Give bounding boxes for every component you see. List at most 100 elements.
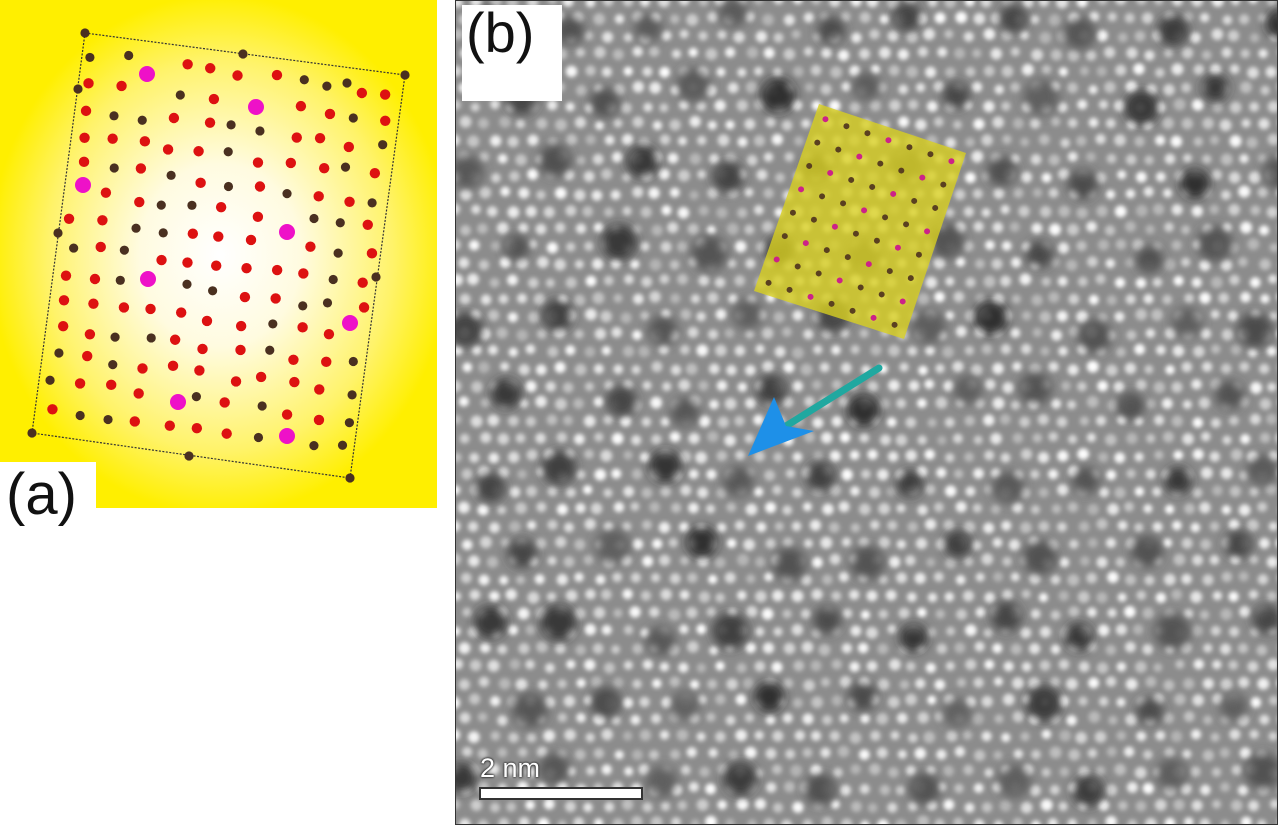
atomic-column [973, 12, 986, 25]
atomic-column [888, 65, 900, 76]
corner-atom [400, 70, 410, 80]
atomic-column [640, 590, 652, 601]
overlay-atom [870, 314, 877, 321]
atomic-column [887, 1, 900, 9]
atomic-column [716, 67, 726, 77]
atomic-column [1276, 86, 1277, 88]
atomic-column [1058, 168, 1070, 180]
atomic-column [1029, 118, 1041, 129]
atomic-column [1125, 189, 1136, 199]
atomic-column [1019, 416, 1031, 428]
atomic-column [677, 273, 688, 285]
atomic-column [698, 591, 711, 603]
atomic-column [1050, 257, 1061, 267]
overlay-atom [844, 254, 851, 261]
atomic-column [1212, 659, 1222, 670]
atomic-column [583, 554, 594, 565]
atomic-column [508, 347, 518, 357]
atomic-column [696, 798, 709, 811]
atomic-column [509, 486, 521, 498]
atomic-column [689, 680, 700, 690]
atomic-column [584, 518, 596, 530]
atomic-column [1010, 400, 1021, 410]
overlay-atom [835, 146, 842, 153]
atomic-column [593, 748, 605, 759]
atomic-column [973, 118, 985, 130]
atomic-column [642, 66, 653, 77]
atomic-column [963, 556, 974, 567]
dark-cluster [1224, 530, 1253, 559]
atomic-column [1086, 395, 1099, 408]
overlay-atom [873, 237, 880, 244]
atomic-column [857, 642, 869, 654]
dark-cluster [1154, 613, 1191, 650]
dark-cluster [1116, 392, 1145, 420]
atomic-column [1248, 171, 1261, 184]
atomic-column [1219, 119, 1232, 132]
atomic-column [791, 99, 803, 111]
atomic-column [753, 135, 766, 147]
red-atom [379, 89, 391, 100]
atomic-column [974, 398, 985, 409]
atomic-column [728, 750, 739, 760]
atomic-column [870, 64, 881, 75]
atomic-column [793, 66, 804, 77]
atomic-column [763, 188, 774, 199]
atomic-column [497, 153, 508, 164]
atomic-column [1180, 783, 1192, 795]
atomic-column [1182, 11, 1194, 23]
atomic-column [1125, 713, 1138, 726]
atomic-column [1000, 343, 1012, 355]
atomic-column [1001, 520, 1012, 531]
red-atom [95, 241, 106, 253]
atomic-column [680, 484, 692, 496]
atomic-column [669, 749, 681, 760]
atomic-column [1238, 571, 1249, 582]
atomic-column [972, 503, 982, 513]
atomic-column [1117, 170, 1127, 180]
overlay-atom [848, 176, 855, 183]
atomic-column [469, 589, 481, 601]
atomic-column [1221, 505, 1231, 515]
atomic-column [590, 502, 603, 515]
red-atom [204, 117, 216, 128]
atomic-column [488, 345, 498, 356]
dark-cluster [806, 461, 836, 491]
atomic-column [479, 186, 492, 199]
atomic-column [1132, 239, 1145, 251]
atomic-column [895, 785, 906, 796]
atomic-column [860, 610, 871, 620]
atomic-column [623, 450, 633, 460]
dark-cluster [1072, 775, 1104, 807]
atomic-column [1181, 537, 1193, 549]
atomic-column [543, 798, 555, 810]
atomic-column [744, 187, 754, 197]
atomic-column [640, 206, 652, 218]
atomic-column [1192, 487, 1203, 498]
atomic-column [698, 205, 709, 216]
atomic-column [1230, 448, 1243, 461]
dark-atom [282, 188, 292, 199]
atomic-column [981, 207, 991, 218]
atomic-column [1028, 677, 1041, 690]
atomic-column [1182, 433, 1194, 445]
atomic-column [829, 1, 841, 8]
atomic-column [1021, 661, 1032, 672]
atomic-column [671, 817, 682, 824]
atomic-column [727, 258, 737, 269]
dark-cluster [899, 623, 928, 652]
atomic-column [1247, 347, 1258, 358]
atomic-column [944, 417, 955, 428]
atomic-column [802, 819, 813, 824]
atomic-column [678, 136, 688, 146]
atomic-column [490, 135, 502, 147]
atomic-column [755, 241, 767, 253]
atomic-column [954, 189, 966, 201]
atomic-column [943, 799, 955, 811]
atomic-column [688, 502, 699, 514]
red-atom [208, 93, 220, 105]
atomic-column [755, 344, 765, 354]
atomic-column [1097, 239, 1110, 251]
atomic-column [1126, 432, 1138, 445]
atomic-column [704, 815, 717, 824]
